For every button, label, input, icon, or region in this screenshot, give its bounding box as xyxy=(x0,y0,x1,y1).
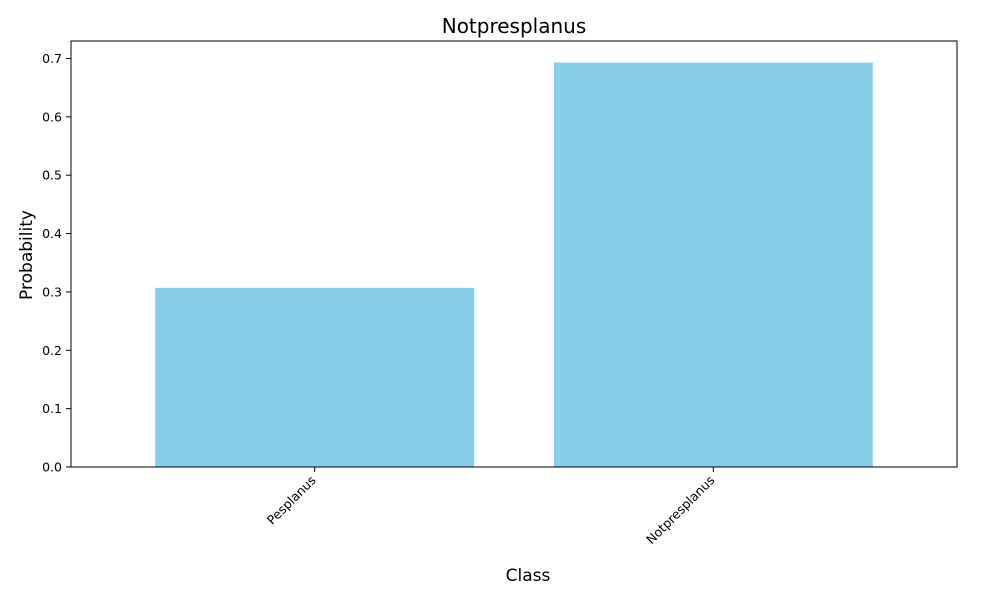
y-tick-label: 0.4 xyxy=(42,226,62,241)
plot-frame xyxy=(70,40,958,468)
y-tick-label: 0.7 xyxy=(42,51,62,66)
y-axis-ticks: 0.0 0.1 0.2 0.3 0.4 0.5 0.6 0.7 xyxy=(42,51,71,475)
y-axis-label: Probability xyxy=(17,210,37,300)
y-tick-label: 0.5 xyxy=(42,168,62,183)
bar-notpresplanus xyxy=(553,62,873,468)
x-axis-ticks: Pesplanus Notpresplanus xyxy=(264,467,717,547)
y-tick-label: 0.1 xyxy=(42,401,62,416)
y-tick-label: 0.2 xyxy=(42,343,62,358)
x-axis-label: Class xyxy=(506,566,551,586)
bar-pesplanus xyxy=(155,287,475,467)
y-tick-label: 0.6 xyxy=(42,109,62,124)
x-tick-label: Pesplanus xyxy=(264,473,319,528)
x-tick-label: Notpresplanus xyxy=(643,473,717,547)
bars-group xyxy=(155,62,873,468)
y-tick-label: 0.3 xyxy=(42,284,62,299)
chart-title: Notpresplanus xyxy=(442,14,587,38)
y-tick-label: 0.0 xyxy=(42,460,62,475)
